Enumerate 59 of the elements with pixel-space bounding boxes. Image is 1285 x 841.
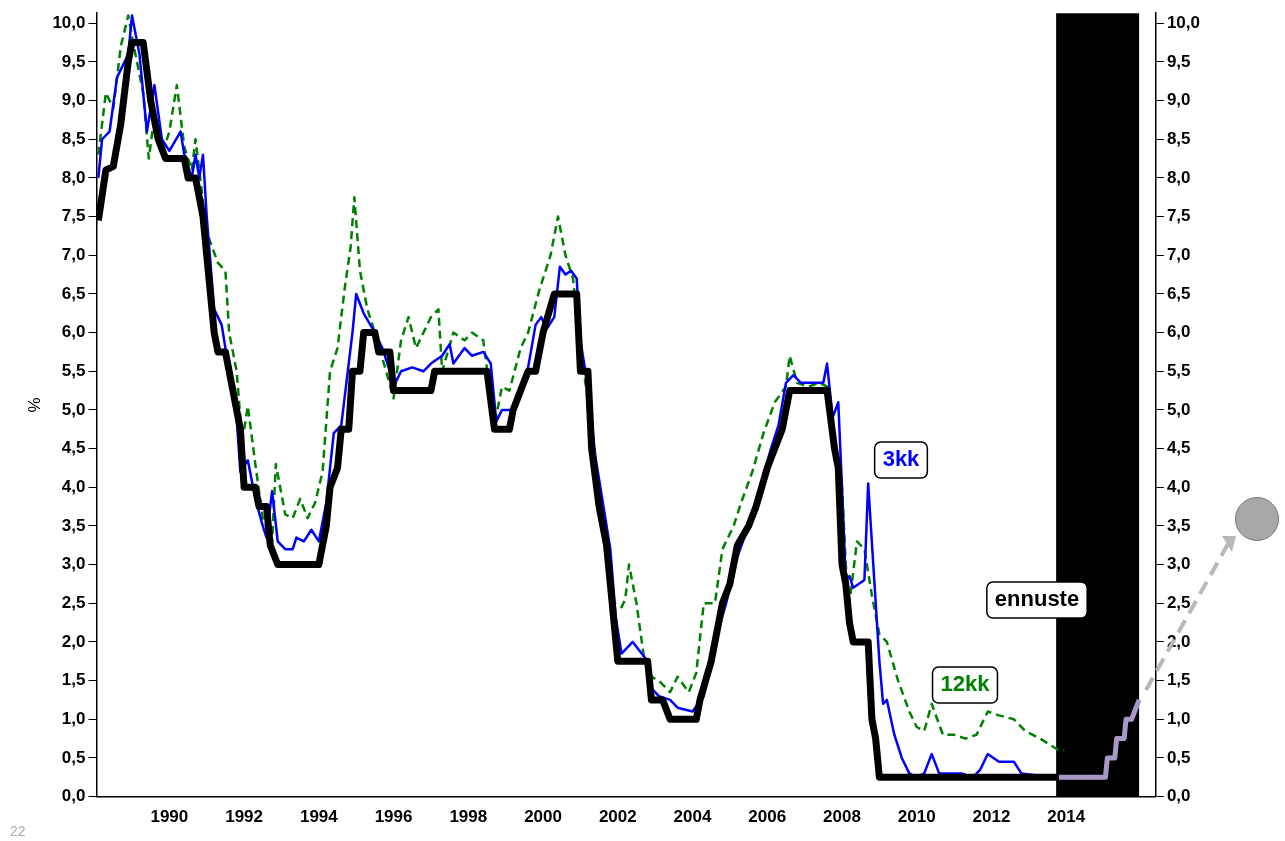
- y2-tick-label: 0,0: [1166, 786, 1191, 806]
- x-tick-label: 1996: [374, 807, 413, 827]
- x-tick-label: 1998: [449, 807, 488, 827]
- annotation: ennuste: [994, 586, 1080, 612]
- series-label: 3kk: [882, 446, 921, 472]
- x-tick-label: 1992: [225, 807, 264, 827]
- text: 22: [10, 823, 26, 839]
- x-tick-label: 2002: [598, 807, 637, 827]
- y-tick-label: 9,5: [61, 51, 86, 71]
- y2-tick-label: 5,5: [1166, 360, 1191, 380]
- y-tick-label: 8,5: [61, 128, 86, 148]
- y2-tick-label: 0,5: [1166, 747, 1191, 767]
- x-tick-label: 1994: [299, 807, 339, 827]
- y2-tick-label: 3,5: [1166, 515, 1191, 535]
- x-tick-label: 2000: [524, 807, 562, 827]
- y-tick-label: 2,0: [61, 631, 86, 651]
- y-tick-label: 6,0: [61, 322, 86, 342]
- y-tick-label: 7,5: [61, 206, 86, 226]
- x-tick-label: 2004: [673, 807, 712, 827]
- x-tick-label: 2006: [748, 807, 787, 827]
- y2-tick-label: 8,5: [1166, 128, 1191, 148]
- x-tick-label: 2010: [897, 807, 936, 827]
- y-tick-label: 4,0: [61, 476, 86, 496]
- y2-tick-label: 1,5: [1166, 670, 1191, 690]
- y-tick-label: 9,0: [61, 90, 86, 110]
- y-tick-label: 2,5: [61, 592, 86, 612]
- y-tick-label: 0,0: [61, 786, 86, 806]
- y-tick-label: 5,0: [61, 399, 86, 419]
- x-tick-label: 2014: [1047, 807, 1086, 827]
- y-tick-label: 3,0: [61, 554, 86, 574]
- y2-tick-label: 9,5: [1166, 51, 1191, 71]
- series-label: 12kk: [940, 671, 991, 697]
- y-tick-label: 1,0: [61, 708, 86, 728]
- y-tick-label: 8,0: [61, 167, 86, 187]
- x-tick-label: 2008: [823, 807, 861, 827]
- y2-tick-label: 2,5: [1166, 592, 1191, 612]
- y-tick-label: 6,5: [61, 283, 86, 303]
- y-tick-label: 0,5: [61, 747, 86, 767]
- y-tick-label: 1,5: [61, 670, 86, 690]
- x-tick-label: 1990: [150, 807, 189, 827]
- y-tick-label: 5,5: [61, 360, 86, 380]
- y2-tick-label: 8,0: [1166, 167, 1191, 187]
- y2-tick-label: 3,0: [1166, 554, 1191, 574]
- y-tick-label: 3,5: [61, 515, 86, 535]
- y2-tick-label: 5,0: [1166, 399, 1191, 419]
- y2-tick-label: 1,0: [1166, 708, 1191, 728]
- y2-tick-label: 7,0: [1166, 244, 1191, 264]
- y-tick-label: 7,0: [61, 244, 86, 264]
- y-tick-label: 4,5: [61, 438, 86, 458]
- y2-tick-label: 6,5: [1166, 283, 1191, 303]
- y-tick-label: 10,0: [52, 12, 86, 32]
- x-tick-label: 2012: [972, 807, 1011, 827]
- y2-tick-label: 6,0: [1166, 322, 1191, 342]
- y2-tick-label: 7,5: [1166, 206, 1191, 226]
- y2-tick-label: 10,0: [1166, 12, 1201, 32]
- y2-tick-label: 4,5: [1166, 438, 1191, 458]
- y-axis-title: %: [24, 397, 44, 413]
- y2-tick-label: 9,0: [1166, 90, 1191, 110]
- y2-tick-label: 4,0: [1166, 476, 1191, 496]
